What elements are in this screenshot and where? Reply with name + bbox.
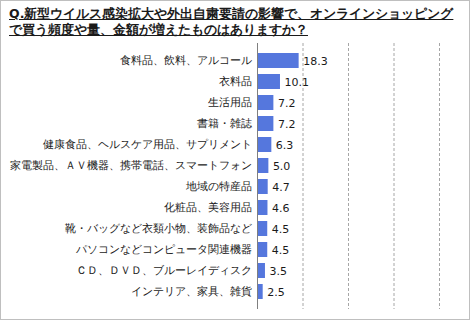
svg-text:4.5: 4.5	[272, 244, 290, 257]
svg-text:7.2: 7.2	[278, 118, 296, 131]
svg-text:6.3: 6.3	[276, 139, 294, 152]
svg-text:7.2: 7.2	[278, 97, 296, 110]
svg-text:生活用品: 生活用品	[208, 96, 252, 108]
svg-text:パソコンなどコンピュータ関連機器: パソコンなどコンピュータ関連機器	[75, 243, 252, 255]
svg-text:4.7: 4.7	[272, 181, 290, 194]
svg-text:3.5: 3.5	[269, 265, 287, 278]
svg-text:家電製品、ＡＶ機器、携帯電話、スマートフォン: 家電製品、ＡＶ機器、携帯電話、スマートフォン	[10, 159, 252, 171]
html-text:Q.新型ウイルス感染拡大や外出自粛要請の影響で、オンラインシ: Q.新型ウイルス感染拡大や外出自粛要請の影響で、オンラインショッピングで買う頻度…	[9, 6, 454, 37]
svg-text:靴・バッグなど衣類小物、装飾品など: 靴・バッグなど衣類小物、装飾品など	[65, 222, 252, 234]
svg-text:ＣＤ、ＤＶＤ、ブルーレイディスク: ＣＤ、ＤＶＤ、ブルーレイディスク	[76, 264, 252, 276]
svg-text:インテリア、家具、雑貨: インテリア、家具、雑貨	[131, 285, 252, 297]
svg-text:5.0: 5.0	[273, 160, 291, 173]
svg-text:10.1: 10.1	[284, 76, 309, 89]
svg-text:化粧品、美容用品: 化粧品、美容用品	[164, 201, 252, 213]
svg-text:4.5: 4.5	[272, 223, 290, 236]
svg-text:4.6: 4.6	[272, 202, 290, 215]
svg-text:健康食品、ヘルスケア用品、サプリメント: 健康食品、ヘルスケア用品、サプリメント	[43, 138, 252, 150]
svg-text:書籍・雑誌: 書籍・雑誌	[197, 117, 252, 129]
svg-text:18.3: 18.3	[303, 55, 328, 68]
svg-text:2.5: 2.5	[267, 286, 285, 299]
svg-text:食料品、飲料、アルコール: 食料品、飲料、アルコール	[120, 54, 252, 66]
svg-text:地域の特産品: 地域の特産品	[185, 180, 252, 192]
svg-text:衣料品: 衣料品	[219, 75, 252, 87]
